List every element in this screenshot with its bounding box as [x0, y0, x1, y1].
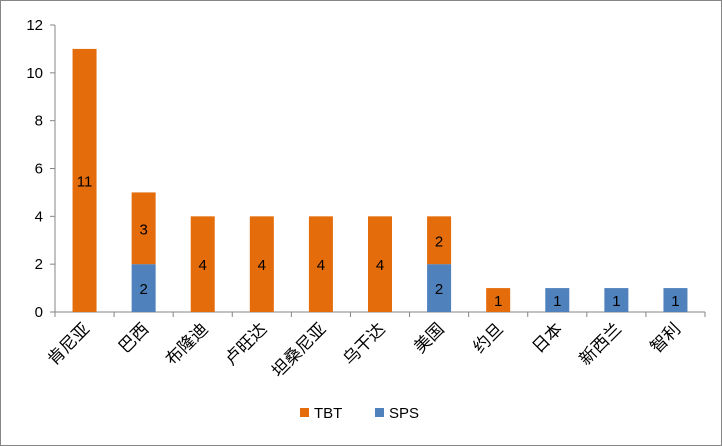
x-category-label: 美国: [410, 319, 448, 357]
x-category-label: 坦桑尼亚: [268, 319, 330, 381]
x-category-label: 巴西: [115, 319, 153, 357]
data-label-sps: 2: [139, 281, 147, 298]
x-category-label: 新西兰: [576, 319, 626, 369]
data-label-sps: 2: [435, 281, 443, 298]
x-category-label: 日本: [529, 319, 567, 357]
data-label-tbt: 2: [435, 233, 443, 250]
bar-sps: [427, 264, 452, 312]
bar-tbt: [190, 216, 215, 312]
x-category-label: 乌干达: [339, 319, 389, 369]
y-tick-label: 10: [26, 65, 43, 82]
data-label-tbt: 4: [317, 257, 325, 274]
legend-label-tbt: TBT: [314, 405, 342, 422]
y-tick-label: 2: [35, 256, 43, 273]
data-label-tbt: 4: [258, 257, 266, 274]
data-label-tbt: 4: [199, 257, 207, 274]
data-label-tbt: 4: [376, 257, 384, 274]
x-category-label: 布隆迪: [162, 319, 212, 369]
y-tick-label: 0: [35, 304, 43, 321]
data-label-sps: 1: [612, 293, 620, 310]
bar-tbt: [131, 192, 156, 265]
y-tick-label: 4: [35, 208, 43, 225]
y-tick-label: 12: [26, 17, 43, 34]
x-category-label: 卢旺达: [221, 319, 271, 369]
bar-sps: [131, 264, 156, 312]
data-label-sps: 1: [553, 293, 561, 310]
x-category-label: 智利: [647, 319, 685, 357]
bar-tbt: [249, 216, 274, 312]
data-label-tbt: 1: [494, 293, 502, 310]
bar-tbt: [486, 288, 511, 312]
x-category-label: 肯尼亚: [44, 319, 94, 369]
x-category-label: 约旦: [470, 319, 508, 357]
legend-label-sps: SPS: [389, 405, 419, 422]
data-label-tbt: 3: [139, 221, 147, 238]
bar-tbt: [72, 48, 97, 313]
bar-sps: [545, 288, 570, 312]
data-label-tbt: 11: [77, 173, 93, 190]
legend-swatch-tbt: [300, 408, 309, 417]
bar-tbt: [368, 216, 392, 312]
y-tick-label: 8: [35, 113, 43, 130]
y-tick-label: 6: [35, 161, 43, 178]
bar-sps: [604, 288, 629, 312]
bar-tbt: [308, 216, 333, 312]
bar-tbt: [427, 216, 452, 265]
bar-sps: [663, 288, 688, 312]
data-label-sps: 1: [671, 293, 679, 310]
legend-swatch-sps: [375, 408, 384, 417]
